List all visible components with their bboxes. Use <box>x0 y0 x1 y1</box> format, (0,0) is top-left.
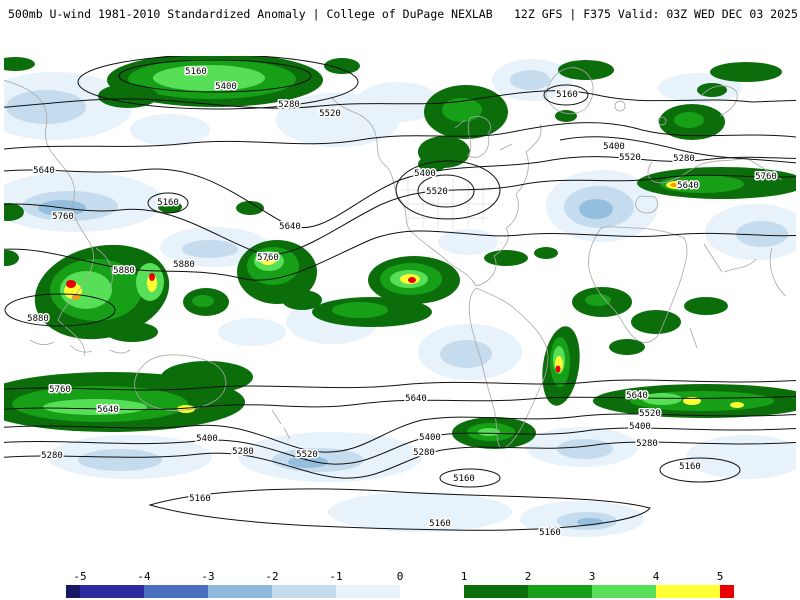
contour-label: 5280 <box>41 451 63 461</box>
contour-label: 5280 <box>232 447 254 457</box>
positive-anomaly-fills <box>4 56 796 449</box>
coastlines <box>4 67 787 449</box>
colorbar-segment <box>464 585 528 598</box>
contour-label: 5400 <box>629 422 651 432</box>
contour-label: 5640 <box>97 405 119 415</box>
contour-label: 5160 <box>539 528 561 538</box>
colorbar-segment <box>400 585 464 598</box>
colorbar-tick-label: 1 <box>460 570 468 583</box>
contour-label: 5520 <box>296 450 318 460</box>
colorbar-segment <box>656 585 720 598</box>
contour-label: 5400 <box>215 82 237 92</box>
colorbar-segment <box>272 585 336 598</box>
contour-label: 5880 <box>173 260 195 270</box>
contour-label: 5400 <box>419 433 441 443</box>
contour-label: 5400 <box>603 142 625 152</box>
colorbar-tick-label: 2 <box>524 570 532 583</box>
contour-label: 5520 <box>619 153 641 163</box>
contour-labels: 5160 5400 5280 5520 5640 5160 5760 5880 … <box>26 66 779 540</box>
contour-label: 5400 <box>414 169 436 179</box>
contour-label: 5160 <box>556 90 578 100</box>
contour-label: 5640 <box>33 166 55 176</box>
height-contours <box>4 56 796 531</box>
colorbar-tick-label: -1 <box>329 570 343 583</box>
contour-label: 5880 <box>113 266 135 276</box>
contour-label: 5520 <box>426 187 448 197</box>
contour-label: 5640 <box>405 394 427 404</box>
contour-label: 5160 <box>157 198 179 208</box>
model-run-info: 12Z GFS | F375 Valid: 03Z WED DEC 03 202… <box>514 7 798 21</box>
contour-label: 5640 <box>626 391 648 401</box>
colorbar-tick-label: 0 <box>396 570 404 583</box>
contour-label: 5280 <box>636 439 658 449</box>
contour-label: 5760 <box>755 172 777 182</box>
contour-label: 5520 <box>319 109 341 119</box>
colorbar-tick-label: -4 <box>137 570 151 583</box>
colorbar-tick-label: 4 <box>652 570 660 583</box>
contour-label: 5280 <box>413 448 435 458</box>
colorbar-segment <box>720 585 734 598</box>
contour-label: 5280 <box>673 154 695 164</box>
contour-label: 5160 <box>453 474 475 484</box>
colorbar-segment <box>336 585 400 598</box>
contour-label: 5760 <box>257 253 279 263</box>
contour-label: 5160 <box>429 519 451 529</box>
colorbar-segment <box>528 585 592 598</box>
colorbar-segment <box>66 585 80 598</box>
contour-label: 5400 <box>196 434 218 444</box>
contour-label: 5160 <box>185 67 207 77</box>
contour-label: 5640 <box>279 222 301 232</box>
colorbar-tick-label: 3 <box>588 570 596 583</box>
colorbar-segment <box>80 585 144 598</box>
contour-label: 5160 <box>189 494 211 504</box>
contour-label: 5160 <box>679 462 701 472</box>
contour-label: 5520 <box>639 409 661 419</box>
contour-label: 5760 <box>49 385 71 395</box>
colorbar-tick-label: -5 <box>73 570 87 583</box>
colorbar-tick-label: 5 <box>716 570 724 583</box>
contour-label: 5640 <box>677 181 699 191</box>
colorbar-tick-label: -3 <box>201 570 215 583</box>
colorbar-strip <box>66 585 734 598</box>
contour-label: 5280 <box>278 100 300 110</box>
colorbar-segment <box>592 585 656 598</box>
colorbar-segment <box>144 585 208 598</box>
contour-label: 5880 <box>27 314 49 324</box>
colorbar-tick-label: -2 <box>265 570 279 583</box>
colorbar-segment <box>208 585 272 598</box>
product-title: 500mb U-wind 1981-2010 Standardized Anom… <box>8 7 493 21</box>
contour-label: 5760 <box>52 212 74 222</box>
